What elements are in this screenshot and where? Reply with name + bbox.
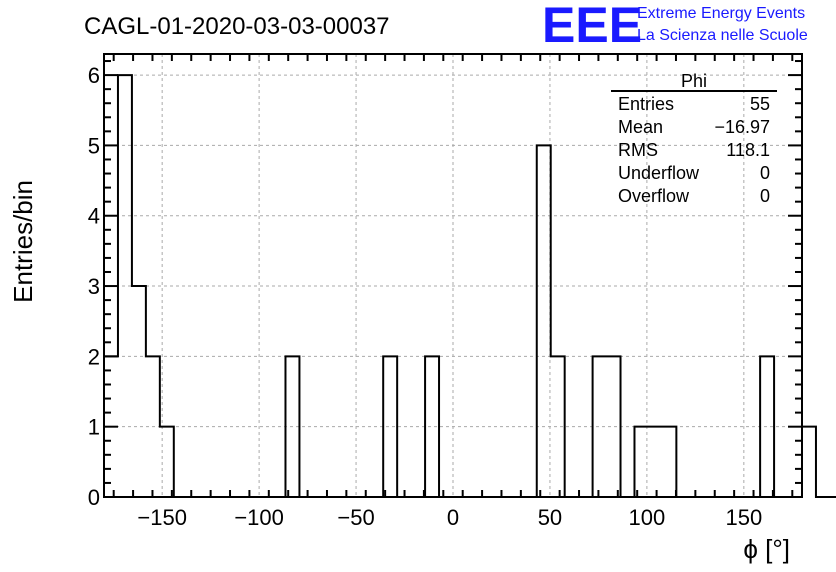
- x-tick-label-6: 150: [725, 505, 762, 530]
- y-tick-label-0: 0: [88, 485, 100, 510]
- y-tick-label-3: 3: [88, 274, 100, 299]
- stats-label-overflow: Overflow: [618, 186, 690, 206]
- x-axis-title: ϕ [°]: [743, 534, 790, 564]
- stats-value-overflow: 0: [760, 186, 770, 206]
- hist-bin-40: [662, 427, 676, 497]
- plot-frame: [103, 53, 803, 498]
- tick-labels: −150 −100 −50 0 50 100 150 0 1 2 3 4 5 6: [88, 63, 762, 530]
- stats-title: Phi: [681, 71, 707, 91]
- stats-box: Phi Entries 55 Mean −16.97 RMS 118.1 Und…: [611, 71, 777, 206]
- hist-bin-39: [648, 427, 662, 497]
- x-tick-label-3: 0: [447, 505, 459, 530]
- axis-ticks: [104, 54, 802, 497]
- x-tick-label-2: −50: [337, 505, 374, 530]
- stats-label-entries: Entries: [618, 94, 674, 114]
- y-axis-title: Entries/bin: [8, 180, 38, 303]
- eee-logo: EEE: [542, 0, 642, 53]
- hist-bin-20: [383, 356, 397, 497]
- y-tick-label-2: 2: [88, 344, 100, 369]
- x-tick-label-0: −150: [137, 505, 187, 530]
- stats-value-rms: 118.1: [726, 140, 770, 160]
- y-tick-label-6: 6: [88, 63, 100, 88]
- x-tick-label-5: 100: [629, 505, 666, 530]
- stats-label-underflow: Underflow: [618, 163, 700, 183]
- chart-title: CAGL-01-2020-03-03-00037: [84, 13, 390, 40]
- x-tick-label-1: −100: [234, 505, 284, 530]
- hist-bin-38: [634, 427, 648, 497]
- stats-label-rms: RMS: [618, 140, 658, 160]
- y-tick-label-4: 4: [88, 204, 100, 229]
- x-tick-label-4: 50: [538, 505, 562, 530]
- logo-line-1: Extreme Energy Events: [637, 5, 805, 22]
- grid: [104, 54, 802, 497]
- stats-value-underflow: 0: [760, 163, 770, 183]
- y-tick-label-1: 1: [88, 415, 100, 440]
- hist-bin-2: [132, 286, 146, 497]
- stats-value-entries: 55: [750, 94, 770, 114]
- logo-line-2: La Scienza nelle Scuole: [637, 27, 808, 44]
- stats-value-mean: −16.97: [714, 117, 770, 137]
- stats-label-mean: Mean: [618, 117, 663, 137]
- hist-bin-31: [537, 145, 551, 497]
- hist-bin-50: [802, 427, 816, 497]
- y-tick-label-5: 5: [88, 133, 100, 158]
